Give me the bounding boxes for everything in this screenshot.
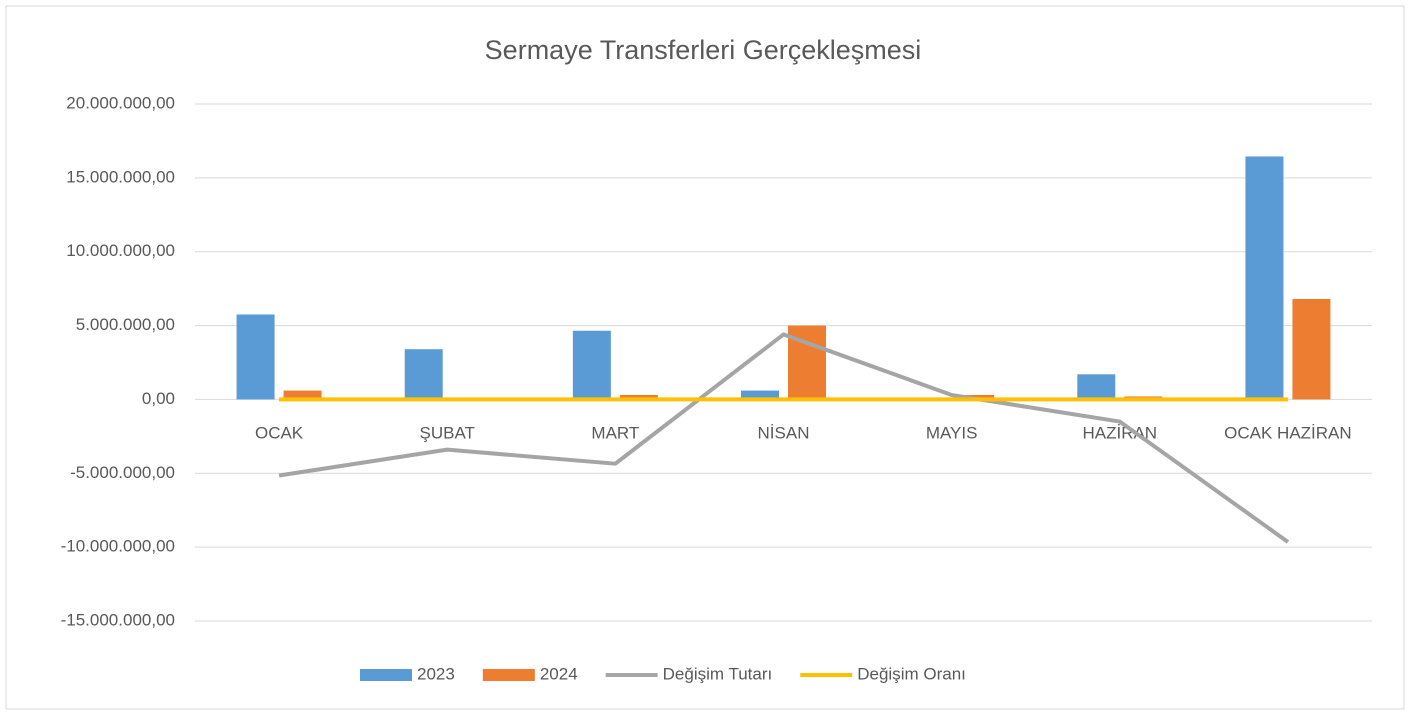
y-tick-label: -10.000.000,00 xyxy=(61,537,175,556)
legend-swatch xyxy=(360,669,412,681)
bar xyxy=(404,349,443,400)
legend-swatch xyxy=(482,669,535,681)
bar xyxy=(619,394,658,400)
chart-border xyxy=(5,5,1405,710)
bar xyxy=(283,390,322,400)
y-tick-label: 15.000.000,00 xyxy=(66,167,175,186)
x-tick-label: OCAK HAZİRAN xyxy=(1224,423,1352,442)
bar xyxy=(572,330,611,400)
legend-label: 2024 xyxy=(540,664,578,683)
y-tick-label: -15.000.000,00 xyxy=(61,610,175,629)
x-tick-label: HAZİRAN xyxy=(1082,423,1157,442)
y-tick-label: 5.000.000,00 xyxy=(76,315,175,334)
legend-label: Değişim Tutarı xyxy=(663,664,773,683)
legend-label: 2023 xyxy=(417,664,455,683)
x-tick-label: NİSAN xyxy=(758,423,810,442)
y-tick-label: 10.000.000,00 xyxy=(66,241,175,260)
y-tick-label: 0,00 xyxy=(142,389,175,408)
bar xyxy=(236,314,275,400)
bar xyxy=(1292,298,1331,400)
y-tick-label: -5.000.000,00 xyxy=(70,463,175,482)
x-tick-label: OCAK xyxy=(255,423,304,442)
bar xyxy=(1077,374,1116,400)
bar xyxy=(1245,156,1284,400)
legend-label: Değişim Oranı xyxy=(857,664,966,683)
chart-title: Sermaye Transferleri Gerçekleşmesi xyxy=(485,35,922,65)
x-tick-label: MAYIS xyxy=(926,423,978,442)
y-tick-label: 20.000.000,00 xyxy=(66,93,175,112)
line-series xyxy=(278,332,1290,544)
bar xyxy=(741,390,779,400)
x-tick-label: ŞUBAT xyxy=(420,423,475,442)
x-tick-label: MART xyxy=(591,423,639,442)
